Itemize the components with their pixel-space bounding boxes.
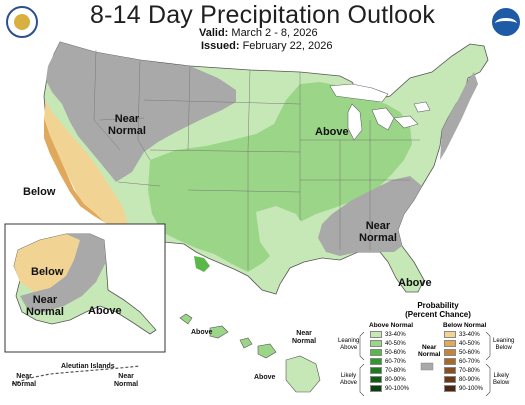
alaska-below [14, 234, 80, 292]
legend-above-swatch [370, 331, 382, 338]
legend-above-swatch [370, 367, 382, 374]
label-near-normal-west: Near Normal [108, 113, 146, 137]
legend-below-swatch [444, 349, 456, 356]
issued-value: February 22, 2026 [242, 40, 333, 52]
legend-below-bin-label: 50-60% [459, 350, 480, 357]
legend-below-bin-label: 80-90% [459, 377, 480, 384]
label-hawaii-above-east: Above [254, 374, 276, 381]
label-above-midwest: Above [315, 126, 349, 138]
hawaii-islands [179, 313, 321, 393]
legend-below-bin-label: 40-50% [459, 341, 480, 348]
legend-near-heading: Near Normal [418, 344, 441, 358]
label-below-california: Below [23, 186, 56, 198]
label-near-normal-southeast: Near Normal [359, 220, 397, 244]
legend-below-heading: Below Normal [443, 322, 487, 329]
legend-above-swatch [370, 385, 382, 392]
above-light-southwest-plains [256, 206, 308, 260]
legend-above-bin: 33-40% [370, 331, 406, 339]
label-aleutian-near-left: Near Normal [12, 373, 37, 388]
gull-icon [495, 18, 517, 29]
legend-below-bin: 80-90% [444, 376, 480, 384]
legend-likely-above: Likely Above [340, 373, 358, 386]
alaska-near-normal [20, 234, 106, 312]
issued-label: Issued: [201, 40, 240, 52]
legend-above-swatch [370, 340, 382, 347]
legend-above-bin: 90-100% [370, 385, 409, 393]
issued-date: Issued: February 22, 2026 [201, 40, 332, 52]
legend-below-bin: 50-60% [444, 349, 480, 357]
legend-above-heading: Above Normal [369, 322, 414, 329]
state-borders [93, 49, 420, 270]
near-normal-west [46, 42, 236, 182]
near-normal-northeast [440, 72, 478, 160]
above-strong-texas [194, 256, 210, 272]
legend-above-bin-label: 90-100% [385, 386, 410, 393]
legend-below-swatch [444, 358, 456, 365]
above-medium-central [148, 82, 412, 272]
legend-below-swatch [444, 385, 456, 392]
label-hawaii-above-west: Above [191, 329, 213, 336]
legend-near-swatch [420, 362, 434, 371]
label-above-florida: Above [398, 277, 432, 289]
noaa-logo [490, 6, 522, 38]
legend-above-bin-label: 33-40% [385, 332, 406, 339]
legend-above-bin: 50-60% [370, 349, 406, 357]
label-hawaii-near-normal: Near Normal [292, 330, 317, 345]
label-aleutian-near-right: Near Normal [114, 373, 139, 388]
legend-above-bin-label: 40-50% [385, 341, 406, 348]
legend-below-bin: 60-70% [444, 358, 480, 366]
legend-below-bin-label: 70-80% [459, 368, 480, 375]
legend-below-bin-label: 60-70% [459, 359, 480, 366]
legend-below-swatch [444, 367, 456, 374]
legend-above-swatch [370, 376, 382, 383]
page-title: 8-14 Day Precipitation Outlook [89, 1, 436, 29]
legend-above-bin-label: 60-70% [385, 359, 406, 366]
legend-above-bin-label: 80-90% [385, 377, 406, 384]
legend-below-bin: 90-100% [444, 385, 483, 393]
legend-title: Probability (Percent Chance) [405, 301, 471, 319]
doc-logo [6, 6, 38, 38]
legend-below-bin: 33-40% [444, 331, 480, 339]
legend-above-bin: 80-90% [370, 376, 406, 384]
valid-dates: Valid: March 2 - 8, 2026 [199, 27, 318, 39]
legend-above-swatch [370, 358, 382, 365]
aleutian-chain [11, 365, 141, 385]
valid-label: Valid: [199, 27, 229, 39]
legend-likely-below: Likely Below [493, 373, 510, 386]
legend-above-bin-label: 50-60% [385, 350, 406, 357]
legend-below-bin: 70-80% [444, 367, 480, 375]
label-alaska-below: Below [31, 266, 64, 278]
valid-value: March 2 - 8, 2026 [231, 27, 318, 39]
legend-above-bin-label: 70-80% [385, 368, 406, 375]
legend-above-bin: 60-70% [370, 358, 406, 366]
legend-below-swatch [444, 376, 456, 383]
legend-leaning-below: Leaning Below [493, 338, 515, 351]
legend-leaning-above: Leaning Above [338, 338, 360, 351]
legend-below-bin-label: 33-40% [459, 332, 480, 339]
legend-below-bin: 40-50% [444, 340, 480, 348]
legend-below-swatch [444, 340, 456, 347]
legend-above-bin: 40-50% [370, 340, 406, 348]
legend-below-swatch [444, 331, 456, 338]
label-alaska-near-normal: Near Normal [26, 294, 64, 318]
below-california-light [44, 100, 132, 236]
legend-brackets [359, 331, 491, 397]
label-alaska-above: Above [88, 305, 122, 317]
label-aleutian-islands: Aleutian Islands [61, 363, 115, 370]
legend-above-swatch [370, 349, 382, 356]
eagle-icon [14, 14, 30, 30]
legend-above-bin: 70-80% [370, 367, 406, 375]
legend-below-bin-label: 90-100% [459, 386, 484, 393]
